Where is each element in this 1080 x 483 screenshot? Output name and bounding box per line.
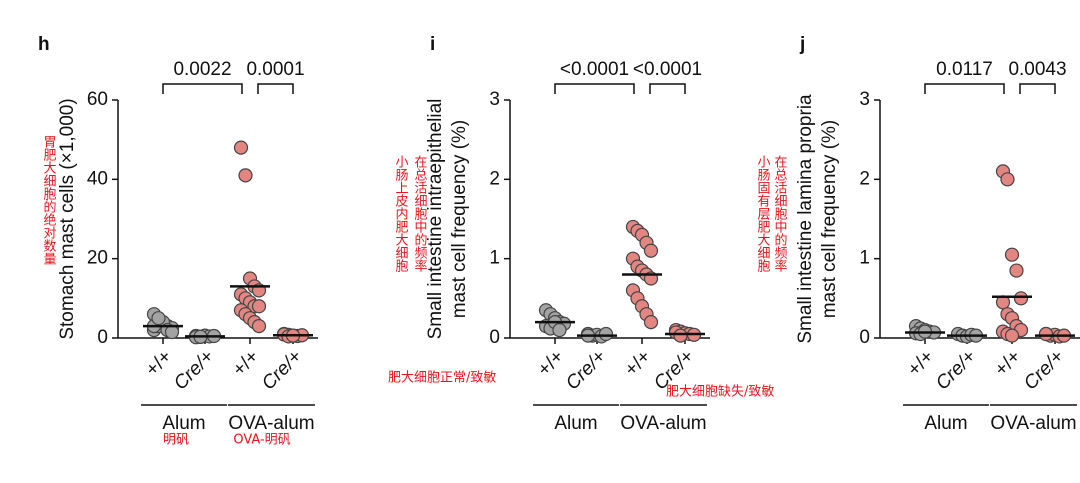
data-point	[151, 311, 166, 326]
y-axis-label: Small intestine intraepithelial	[425, 99, 446, 340]
x-tick-label: Cre/+	[258, 346, 306, 394]
data-point	[643, 243, 659, 258]
y-tick-label: 60	[87, 89, 108, 110]
data-point	[164, 324, 180, 340]
group-label: Alum	[554, 413, 597, 434]
annotation: 在总活细胞中的频率	[772, 155, 788, 272]
data-point	[1004, 247, 1020, 262]
y-tick-label: 3	[489, 89, 500, 110]
y-tick-label: 40	[87, 168, 108, 189]
p-value: <0.0001	[633, 59, 702, 80]
x-tick-label: +/+	[904, 346, 938, 380]
p-value: 0.0022	[173, 59, 231, 80]
data-point	[598, 326, 614, 342]
panel-label: j	[799, 34, 805, 55]
group-label: Alum	[924, 413, 967, 434]
annotation: OVA-明矾	[233, 433, 290, 448]
group-label: OVA-alum	[620, 413, 706, 434]
significance-bracket	[257, 83, 294, 94]
annotation: 在总活细胞中的频率	[412, 155, 428, 272]
data-point	[1038, 326, 1054, 342]
y-tick-label: 20	[87, 248, 108, 269]
y-axis-label: Stomach mast cells (×1,000)	[57, 98, 78, 339]
annotation: 明矾	[163, 433, 189, 448]
x-tick-label: +/+	[991, 346, 1025, 380]
p-value: 0.0043	[1008, 59, 1066, 80]
significance-bracket	[924, 83, 1005, 94]
y-axis-label: mast cell frequency (%)	[819, 120, 840, 319]
annotation: 小肠上皮内肥大细胞	[393, 155, 409, 272]
x-tick-label: Cre/+	[1020, 346, 1068, 394]
annotation: 肥大细胞缺失/致敏	[666, 385, 774, 400]
y-axis-label: mast cell frequency (%)	[449, 120, 470, 319]
y-tick-label: 1	[859, 248, 870, 269]
x-tick-label: +/+	[229, 346, 263, 380]
data-point	[1009, 263, 1024, 278]
annotation: 小肠固有层肥大细胞	[755, 155, 771, 272]
p-value: <0.0001	[560, 59, 629, 80]
data-point	[1013, 291, 1029, 306]
panel-label: i	[430, 34, 435, 55]
y-tick-label: 0	[489, 327, 500, 348]
group-label: OVA-alum	[228, 413, 314, 434]
y-tick-label: 2	[489, 168, 500, 189]
significance-bracket	[554, 83, 635, 94]
group-label: Alum	[162, 413, 205, 434]
p-value: 0.0001	[246, 59, 304, 80]
x-tick-label: Cre/+	[932, 346, 980, 394]
data-point	[1004, 328, 1020, 343]
annotation: 肥大细胞正常/致敏	[388, 371, 496, 386]
data-point	[238, 168, 253, 183]
x-tick-label: +/+	[534, 346, 568, 380]
y-tick-label: 0	[97, 327, 108, 348]
data-point	[1000, 172, 1015, 187]
significance-bracket	[649, 83, 686, 94]
data-point	[251, 319, 267, 334]
data-point	[552, 322, 567, 338]
significance-bracket	[162, 83, 243, 94]
data-point	[673, 328, 688, 343]
y-tick-label: 1	[489, 248, 500, 269]
p-value: 0.0117	[936, 59, 993, 80]
y-tick-label: 0	[859, 327, 870, 348]
data-point	[233, 140, 249, 155]
x-tick-label: Cre/+	[170, 346, 218, 394]
annotation: 胃肥大细胞的绝对数量	[41, 135, 57, 265]
x-tick-label: +/+	[142, 346, 176, 380]
group-label: OVA-alum	[990, 413, 1076, 434]
data-point	[643, 315, 659, 330]
y-tick-label: 3	[859, 89, 870, 110]
panel-label: h	[38, 34, 50, 55]
y-tick-label: 2	[859, 168, 870, 189]
significance-bracket	[1019, 83, 1056, 94]
data-point	[251, 299, 267, 314]
x-tick-label: Cre/+	[562, 346, 610, 394]
x-tick-label: +/+	[621, 346, 655, 380]
y-axis-label: Small intestine lamina propria	[795, 94, 816, 344]
